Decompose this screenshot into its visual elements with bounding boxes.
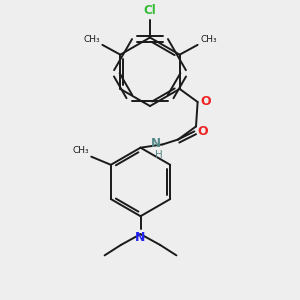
Text: CH₃: CH₃	[83, 34, 100, 43]
Text: CH₃: CH₃	[200, 34, 217, 43]
Text: H: H	[154, 150, 162, 160]
Text: Cl: Cl	[144, 4, 156, 17]
Text: N: N	[135, 231, 146, 244]
Text: CH₃: CH₃	[73, 146, 89, 155]
Text: N: N	[151, 137, 161, 150]
Text: O: O	[198, 125, 208, 138]
Text: O: O	[200, 95, 211, 109]
